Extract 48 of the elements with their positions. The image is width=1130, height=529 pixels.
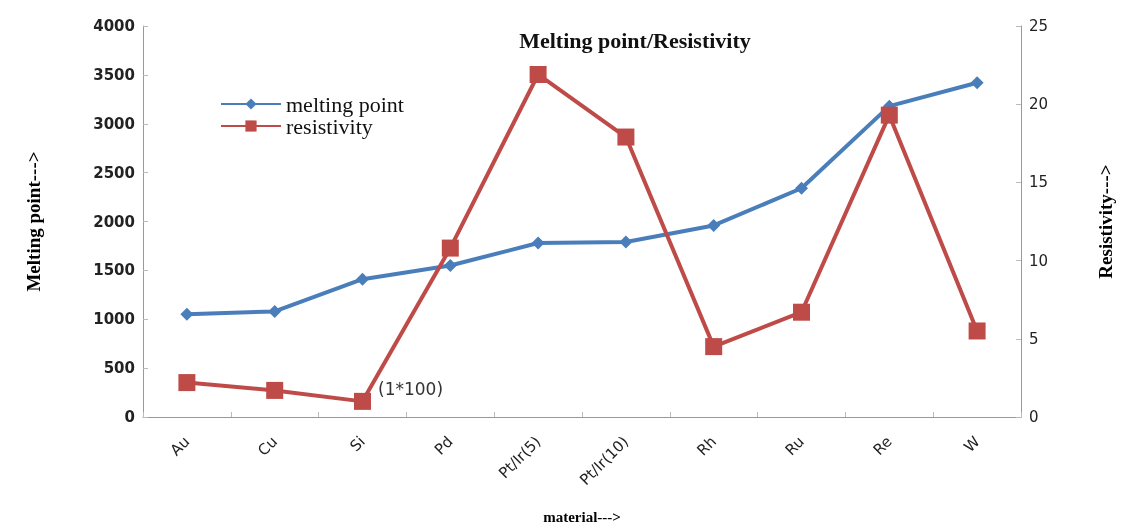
point: [531, 236, 545, 250]
x-tick-label: Re: [869, 432, 896, 459]
y-tick-label: 1500: [93, 261, 135, 280]
annotation: (1*100): [378, 378, 444, 399]
point: [443, 258, 457, 272]
point: [441, 239, 459, 257]
point: [529, 65, 547, 83]
y2-tick-label: 25: [1029, 17, 1049, 35]
x-tick-label: Cu: [254, 432, 282, 460]
point: [268, 304, 282, 318]
y-tick-label: 3500: [93, 65, 135, 84]
point: [354, 392, 371, 410]
chart-title: Melting point/Resistivity: [519, 27, 751, 53]
point: [705, 338, 723, 356]
point: [880, 106, 898, 124]
point: [617, 128, 635, 146]
x-tick-label: Au: [166, 432, 194, 460]
point: [180, 307, 194, 321]
point: [970, 76, 984, 90]
y-axis-title: Melting point--->: [23, 151, 44, 292]
point: [793, 303, 810, 321]
y2-axis-title: Resistivity--->: [1095, 164, 1116, 279]
y2-tick-label: 5: [1029, 329, 1039, 348]
y-tick-label: 4000: [93, 17, 135, 35]
point: [266, 381, 284, 399]
point: [968, 322, 986, 340]
x-tick-label: Pd: [430, 432, 457, 459]
y-tick-label: 3000: [93, 114, 135, 133]
x-tick-label: W: [960, 432, 984, 456]
y-tick-label: 0: [124, 408, 135, 426]
point: [356, 272, 369, 286]
x-tick-label: Ru: [781, 432, 808, 459]
point: [795, 181, 808, 195]
point: [619, 235, 633, 249]
point: [707, 218, 721, 232]
y-tick-label: 2000: [93, 212, 135, 231]
y2-tick-label: 10: [1029, 251, 1049, 270]
x-axis-title: material--->: [543, 508, 621, 525]
y2-tick-label: 20: [1029, 95, 1049, 114]
x-tick-label: Rh: [693, 432, 721, 460]
y-tick-label: 2500: [93, 163, 135, 182]
x-tick-label: Si: [346, 432, 369, 456]
y-tick-label: 1000: [93, 310, 135, 329]
point: [178, 374, 196, 392]
y2-tick-label: 15: [1029, 173, 1049, 192]
legend-label: melting point: [286, 91, 404, 117]
y-tick-label: 500: [103, 359, 135, 378]
y2-tick-label: 0: [1029, 408, 1039, 426]
